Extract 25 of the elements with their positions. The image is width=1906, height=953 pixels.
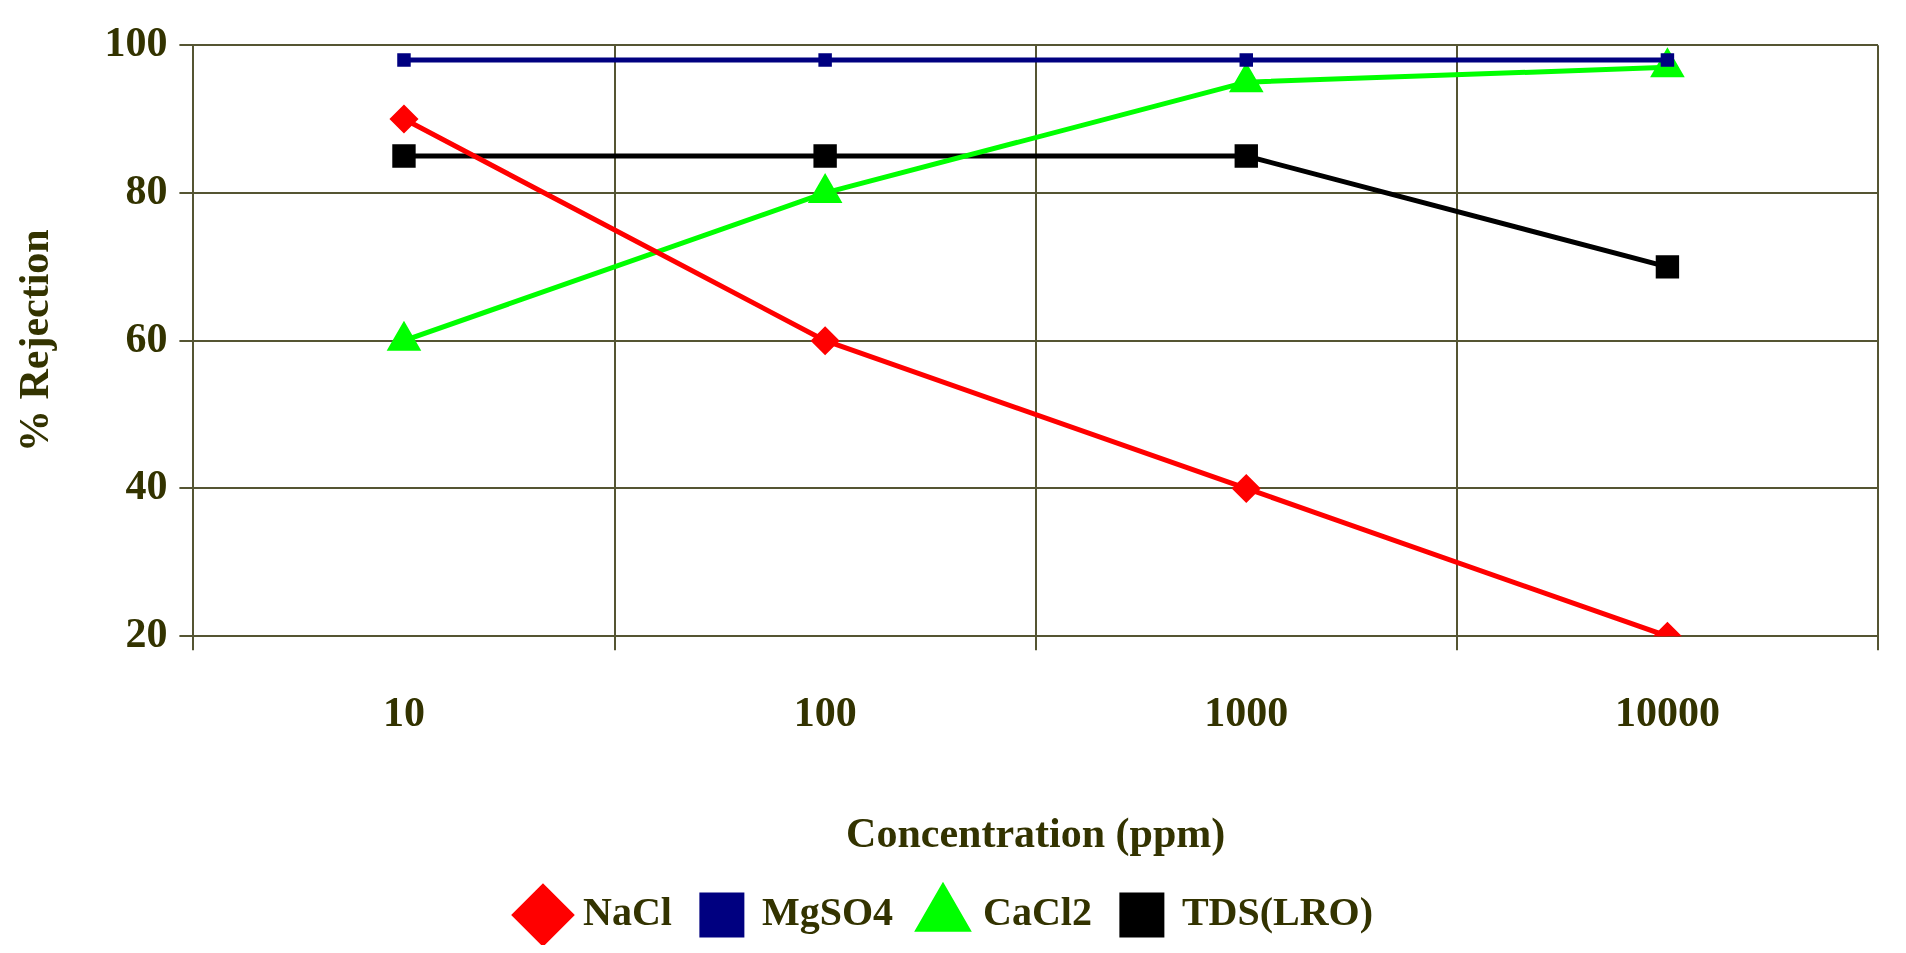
x-tick-label: 10000 — [1614, 689, 1720, 736]
point — [1239, 53, 1254, 67]
legend-label: CaCl2 — [982, 889, 1092, 935]
legend-label: MgSO4 — [761, 889, 893, 935]
y-axis-title: % Rejection — [11, 229, 58, 453]
point — [811, 327, 839, 355]
legend-label: NaCl — [582, 889, 672, 935]
x-tick-label: 100 — [793, 689, 857, 736]
point — [1655, 255, 1680, 279]
point — [397, 53, 411, 67]
y-tick-label: 80 — [125, 166, 168, 213]
point — [390, 105, 418, 133]
point — [392, 144, 416, 168]
point — [1234, 144, 1258, 168]
legend-label: TDS(LRO) — [1181, 889, 1374, 935]
y-tick-label: 60 — [125, 314, 168, 361]
y-tick-label: 20 — [125, 610, 168, 657]
y-tick-label: 100 — [104, 19, 168, 66]
point — [813, 144, 837, 168]
x-tick-label: 10 — [382, 689, 425, 736]
point — [818, 53, 832, 67]
x-axis-title: Concentration (ppm) — [846, 809, 1226, 857]
x-tick-label: 1000 — [1204, 689, 1289, 736]
point — [1232, 474, 1260, 502]
y-tick-label: 40 — [125, 462, 168, 509]
